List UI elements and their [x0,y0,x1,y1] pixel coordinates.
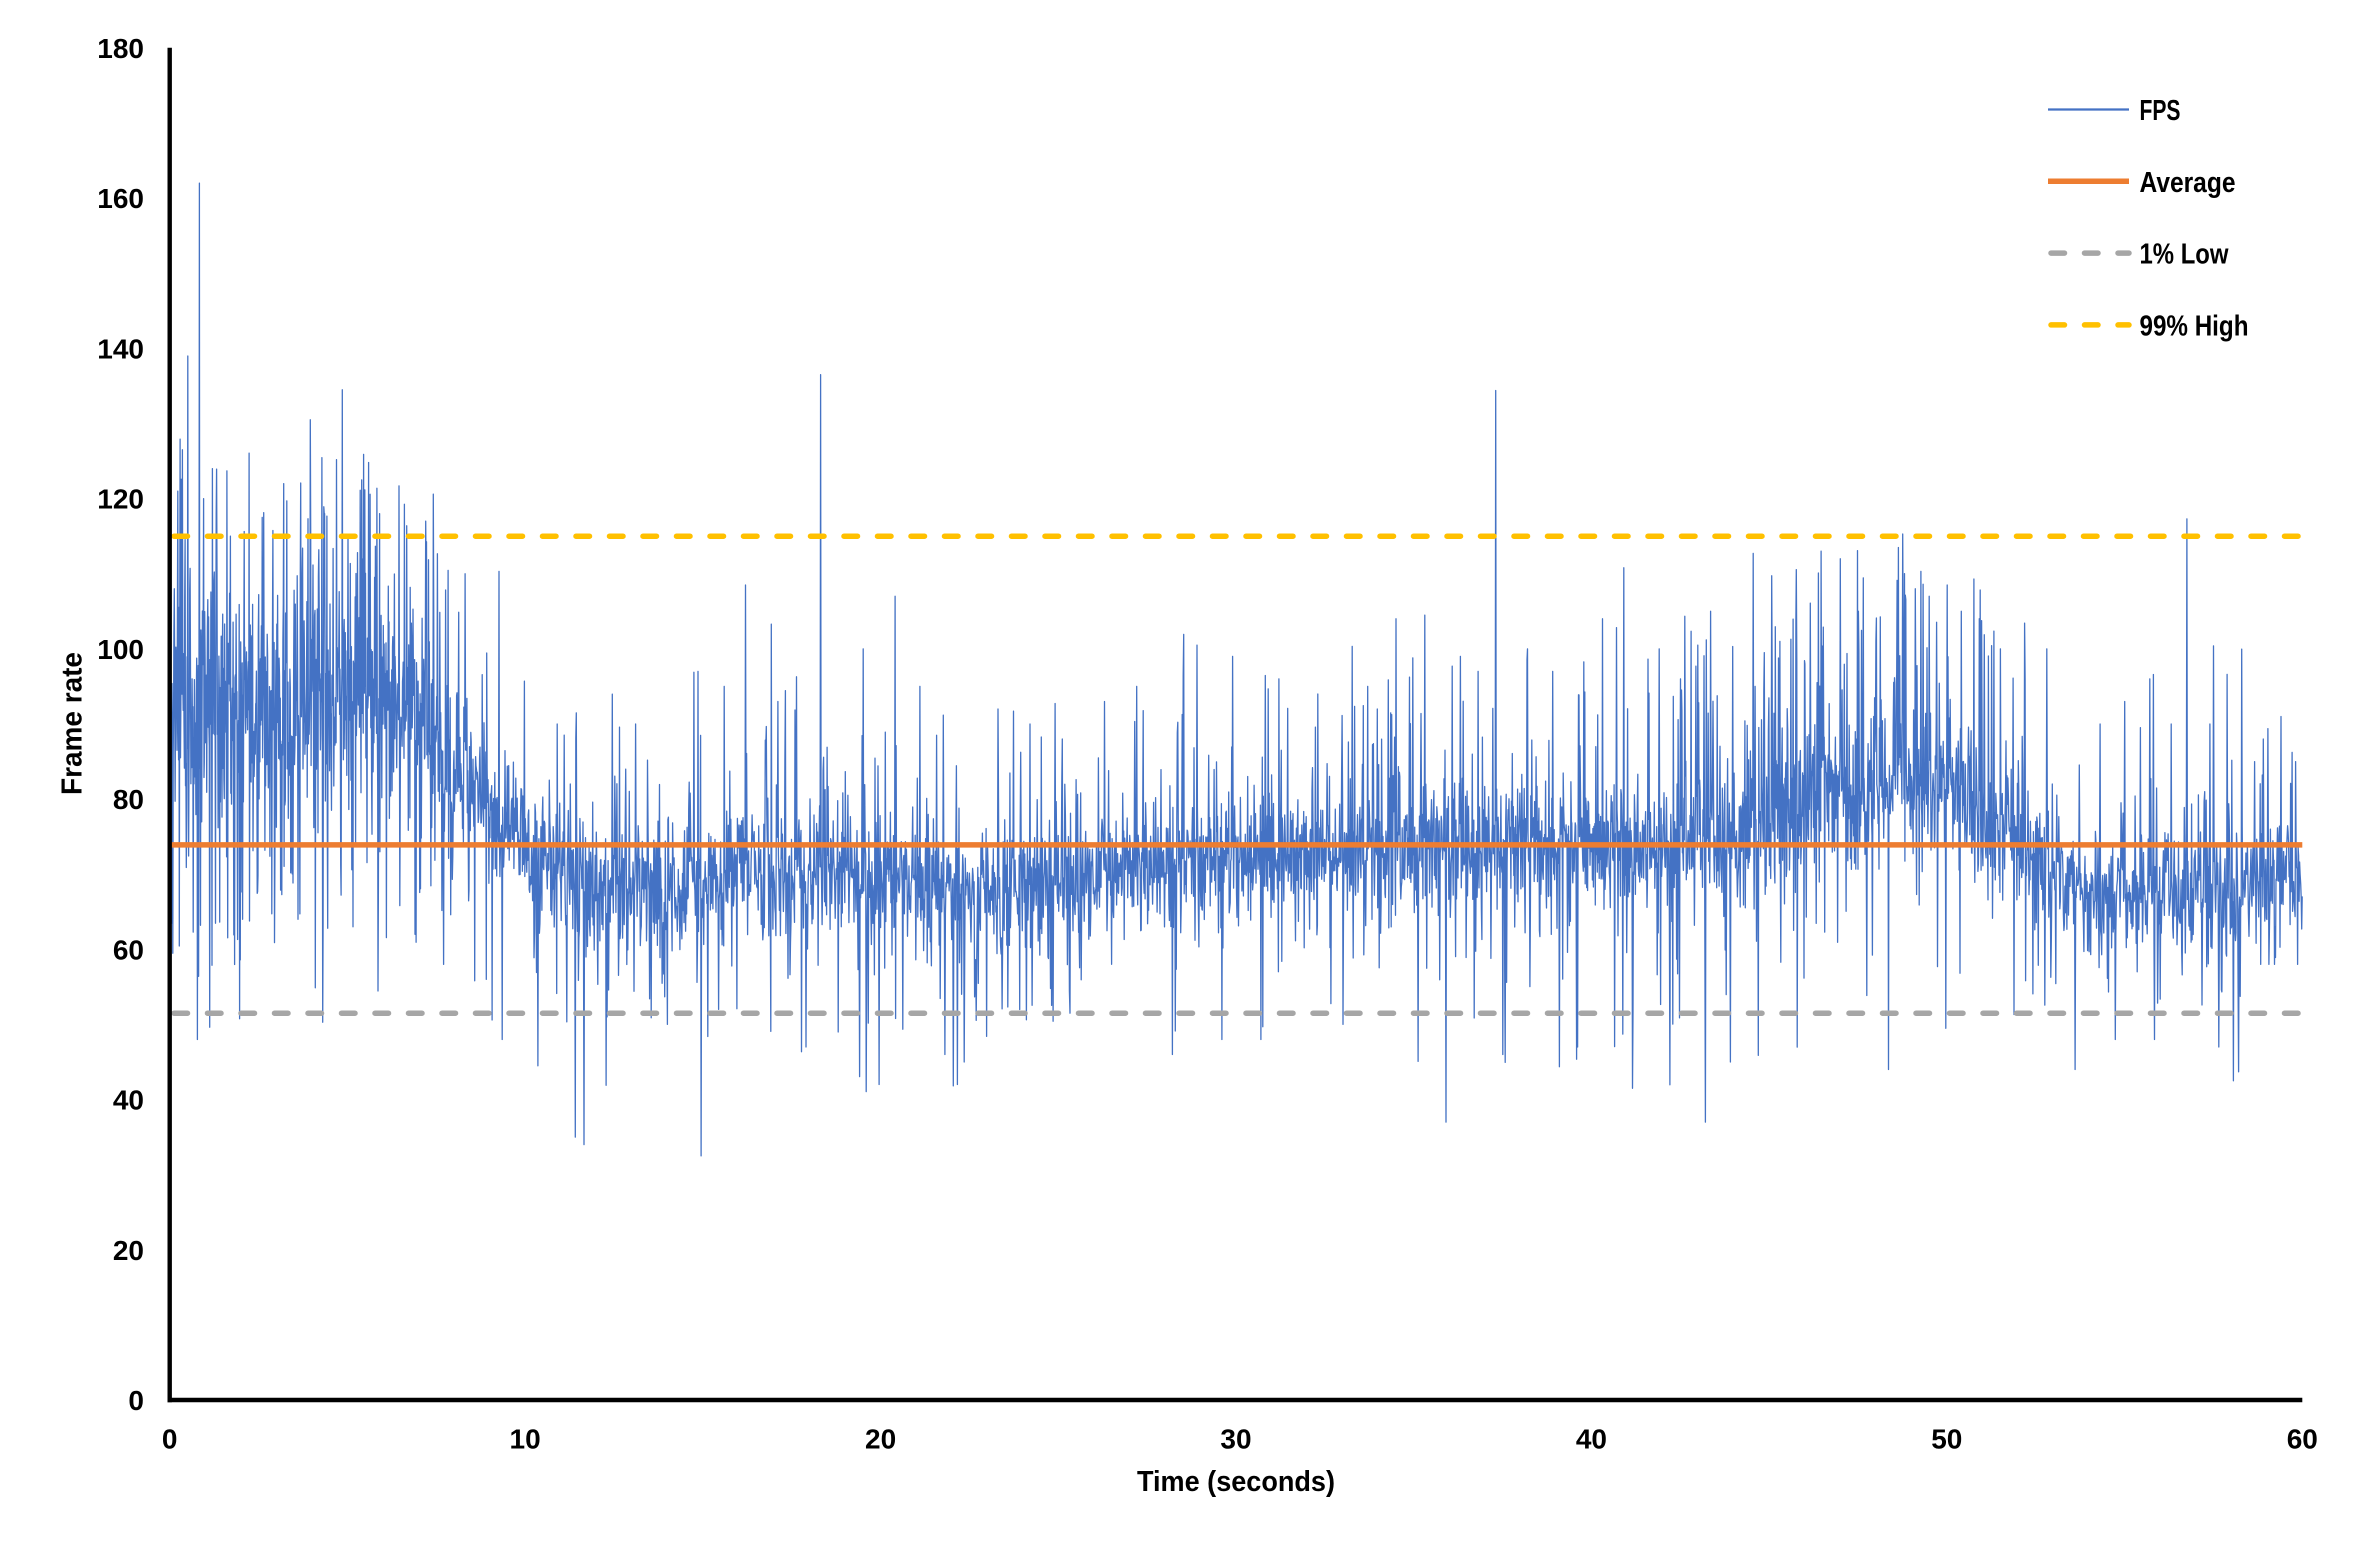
svg-text:0: 0 [162,1424,178,1455]
svg-text:99% High: 99% High [2140,310,2249,342]
svg-text:180: 180 [97,33,144,64]
svg-text:80: 80 [113,784,144,815]
svg-text:40: 40 [113,1085,144,1116]
svg-text:40: 40 [1576,1424,1607,1455]
svg-text:Frame rate: Frame rate [57,652,89,795]
svg-text:30: 30 [1220,1424,1251,1455]
svg-text:60: 60 [113,934,144,965]
svg-text:1% Low: 1% Low [2140,239,2229,271]
svg-text:10: 10 [510,1424,541,1455]
svg-text:120: 120 [97,484,144,515]
svg-text:60: 60 [2287,1424,2318,1455]
svg-text:0: 0 [128,1385,144,1416]
svg-text:140: 140 [97,333,144,364]
svg-text:20: 20 [113,1235,144,1266]
svg-text:20: 20 [865,1424,896,1455]
svg-text:160: 160 [97,183,144,214]
svg-text:100: 100 [97,634,144,665]
svg-text:50: 50 [1931,1424,1962,1455]
svg-text:FPS: FPS [2140,95,2181,127]
svg-text:Time (seconds): Time (seconds) [1137,1466,1335,1498]
svg-text:Average: Average [2140,167,2236,199]
